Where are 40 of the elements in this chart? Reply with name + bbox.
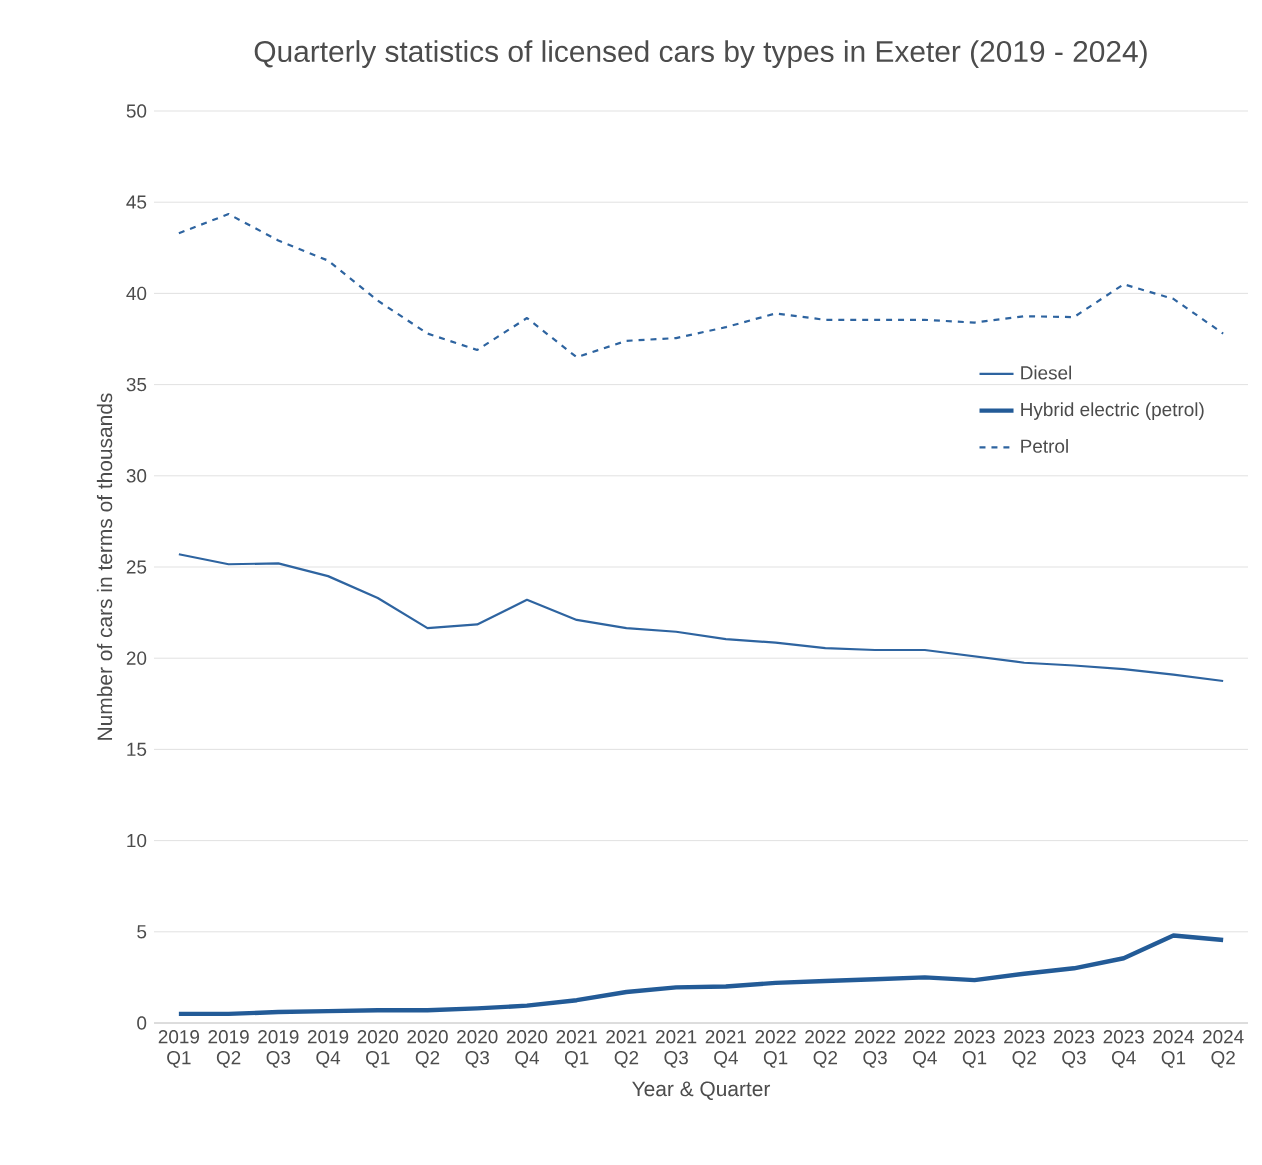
y-tick-label: 20 — [126, 651, 147, 665]
x-tick-label: 2020 Q4 — [506, 1030, 548, 1068]
x-axis-title: Year & Quarter — [632, 1081, 771, 1100]
x-tick-label: 2021 Q4 — [705, 1030, 746, 1068]
x-tick-label: 2021 Q1 — [556, 1030, 597, 1068]
y-tick-label: 15 — [127, 742, 147, 757]
x-tick-label: 2020 Q2 — [407, 1030, 448, 1068]
x-tick-label: 2020 Q1 — [357, 1030, 399, 1068]
x-tick-label: 2022 Q3 — [854, 1030, 896, 1068]
x-tick-label: 2021 Q2 — [606, 1030, 647, 1068]
x-tick-label: 2024 Q2 — [1203, 1030, 1244, 1068]
y-tick-label: 0 — [137, 1016, 147, 1030]
y-tick-label: 10 — [127, 833, 147, 848]
legend-label: Petrol — [1021, 438, 1068, 453]
y-tick-label: 25 — [126, 560, 147, 574]
x-tick-label: 2019 Q2 — [208, 1030, 249, 1068]
line-series — [176, 933, 1226, 1017]
x-tick-label: 2019 Q1 — [158, 1030, 200, 1068]
legend-label: Hybrid electric (petrol) — [1021, 402, 1204, 420]
x-tick-label: 2023 Q1 — [954, 1030, 995, 1068]
y-tick-label: 5 — [137, 925, 147, 939]
y-tick-label: 45 — [126, 195, 147, 209]
x-tick-label: 2022 Q4 — [904, 1030, 945, 1068]
x-tick-label: 2023 Q3 — [1053, 1030, 1095, 1068]
x-tick-label: 2021 Q3 — [656, 1030, 697, 1068]
x-tick-label: 2023 Q4 — [1103, 1030, 1144, 1068]
chart-title: Quarterly statistics of licensed cars by types in Exeter (2019 - 2024) — [254, 40, 1147, 68]
x-tick-label: 2022 Q1 — [755, 1030, 796, 1068]
x-tick-label: 2024 Q1 — [1153, 1030, 1194, 1068]
x-tick-label: 2019 Q3 — [258, 1030, 299, 1068]
y-axis-title: Number of cars in terms of thousands — [96, 393, 113, 740]
y-tick-label: 35 — [126, 377, 147, 392]
x-tick-label: 2019 Q4 — [307, 1030, 349, 1068]
legend-label: Diesel — [1021, 365, 1072, 380]
x-tick-label: 2022 Q2 — [805, 1030, 846, 1068]
y-tick-label: 40 — [126, 286, 147, 301]
y-tick-label: 30 — [126, 469, 147, 483]
y-tick-label: 50 — [126, 104, 147, 118]
x-tick-label: 2023 Q2 — [1004, 1030, 1045, 1068]
x-tick-label: 2020 Q3 — [457, 1030, 498, 1068]
